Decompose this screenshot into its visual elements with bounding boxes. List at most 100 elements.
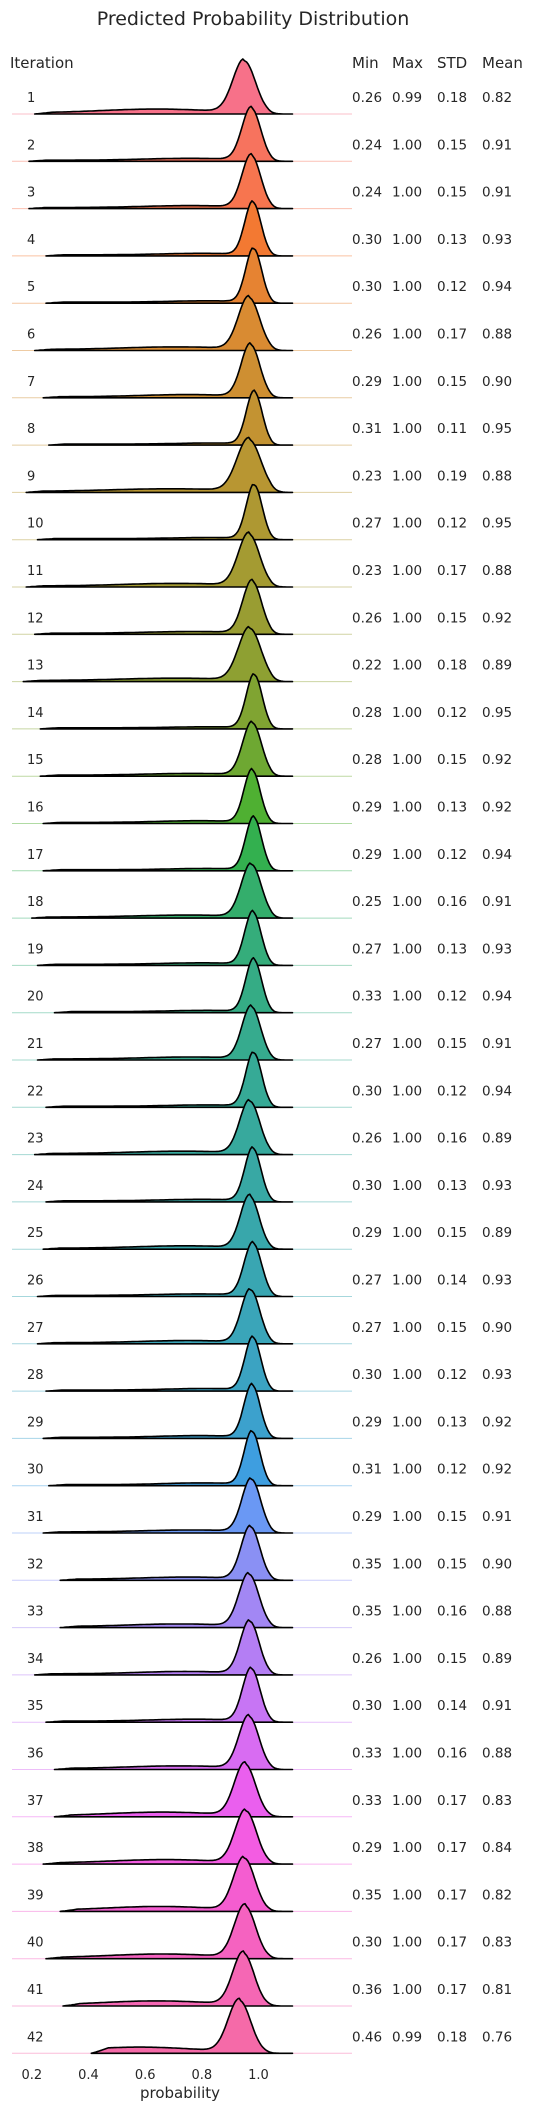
stat-min: 0.23 — [352, 468, 382, 484]
x-axis: 0.2 0.4 0.6 0.8 1.0 — [21, 2068, 268, 2083]
ridge-row: 27 0.27 1.00 0.15 0.90 — [12, 1288, 512, 1345]
stat-std: 0.17 — [437, 327, 467, 343]
stat-mean: 0.91 — [482, 1698, 512, 1714]
stat-mean: 0.92 — [482, 752, 512, 768]
ridge-row: 42 0.46 0.99 0.18 0.76 — [12, 1997, 512, 2055]
stat-std: 0.15 — [437, 374, 467, 390]
ridge-row: 12 0.26 1.00 0.15 0.92 — [12, 578, 512, 636]
stat-mean: 0.90 — [482, 374, 512, 390]
stat-mean: 0.92 — [482, 610, 512, 626]
stat-min: 0.35 — [352, 1556, 382, 1572]
stat-mean: 0.90 — [482, 1556, 512, 1572]
ridge-row: 3 0.24 1.00 0.15 0.91 — [12, 152, 512, 210]
stat-max: 1.00 — [392, 1935, 422, 1951]
stat-max: 1.00 — [392, 279, 422, 295]
ridge-row: 7 0.29 1.00 0.15 0.90 — [12, 342, 512, 399]
stat-max: 1.00 — [392, 1367, 422, 1383]
stat-std: 0.18 — [437, 2029, 467, 2045]
iteration-label: 4 — [27, 233, 35, 248]
stat-min: 0.30 — [352, 1367, 382, 1383]
stat-std: 0.12 — [437, 1367, 467, 1383]
stat-max: 1.00 — [392, 800, 422, 816]
stat-max: 1.00 — [392, 1414, 422, 1430]
ridge-row: 26 0.27 1.00 0.14 0.93 — [12, 1240, 512, 1298]
iteration-label: 31 — [27, 1510, 44, 1525]
ridge-density — [36, 1288, 294, 1345]
stat-mean: 0.93 — [482, 1178, 512, 1194]
ridge-density — [48, 1429, 294, 1487]
iteration-label: 25 — [27, 1226, 44, 1241]
ridge-row: 39 0.35 1.00 0.17 0.82 — [12, 1855, 512, 1913]
stat-std: 0.18 — [437, 90, 467, 106]
stat-min: 0.29 — [352, 1509, 382, 1525]
ridge-row: 28 0.30 1.00 0.12 0.93 — [12, 1335, 512, 1392]
stat-mean: 0.89 — [482, 1131, 512, 1147]
stat-max: 1.00 — [392, 1509, 422, 1525]
stat-mean: 0.91 — [482, 894, 512, 910]
x-tick-label: 1.0 — [248, 2068, 269, 2083]
stat-max: 1.00 — [392, 137, 422, 153]
iteration-label: 23 — [27, 1132, 44, 1147]
header-std: STD — [437, 54, 467, 72]
ridge-density — [36, 1240, 294, 1298]
stat-std: 0.16 — [437, 1746, 467, 1762]
ridge-density — [33, 58, 294, 115]
iteration-label: 22 — [27, 1084, 44, 1099]
ridge-row: 20 0.33 1.00 0.12 0.94 — [12, 956, 512, 1014]
stat-std: 0.17 — [437, 563, 467, 579]
stat-max: 1.00 — [392, 327, 422, 343]
stat-mean: 0.91 — [482, 185, 512, 201]
stat-mean: 0.89 — [482, 658, 512, 674]
stat-std: 0.15 — [437, 1556, 467, 1572]
ridge-row: 31 0.29 1.00 0.15 0.91 — [12, 1477, 512, 1534]
x-tick-label: 0.4 — [78, 2068, 99, 2083]
stat-min: 0.22 — [352, 658, 382, 674]
iteration-label: 38 — [27, 1841, 44, 1856]
ridge-row: 14 0.28 1.00 0.12 0.95 — [12, 673, 512, 730]
stat-min: 0.27 — [352, 516, 382, 532]
stat-min: 0.27 — [352, 941, 382, 957]
stat-mean: 0.94 — [482, 847, 512, 863]
stat-max: 1.00 — [392, 1225, 422, 1241]
stat-mean: 0.95 — [482, 421, 512, 437]
stat-mean: 0.90 — [482, 1320, 512, 1336]
stat-std: 0.19 — [437, 468, 467, 484]
ridge-density — [45, 1335, 294, 1392]
iteration-label: 28 — [27, 1368, 44, 1383]
stat-mean: 0.92 — [482, 1414, 512, 1430]
stat-max: 1.00 — [392, 1746, 422, 1762]
stat-std: 0.13 — [437, 232, 467, 248]
ridge-density — [36, 483, 294, 541]
stat-min: 0.30 — [352, 1935, 382, 1951]
stat-mean: 0.83 — [482, 1793, 512, 1809]
iteration-label: 18 — [27, 895, 44, 910]
chart-title: Predicted Probability Distribution — [97, 8, 410, 30]
stat-min: 0.46 — [352, 2029, 382, 2045]
stat-max: 1.00 — [392, 705, 422, 721]
ridge-density — [53, 956, 294, 1014]
ridge-row: 23 0.26 1.00 0.16 0.89 — [12, 1098, 512, 1156]
stat-mean: 0.76 — [482, 2029, 512, 2045]
x-tick-label: 0.2 — [21, 2068, 42, 2083]
ridge-row: 11 0.23 1.00 0.17 0.88 — [12, 531, 512, 588]
iteration-label: 14 — [27, 706, 44, 721]
stat-mean: 0.88 — [482, 468, 512, 484]
ridge-density — [53, 1761, 294, 1818]
ridge-density — [31, 862, 294, 919]
stat-min: 0.27 — [352, 1273, 382, 1289]
stat-mean: 0.81 — [482, 1982, 512, 1998]
stat-min: 0.29 — [352, 1414, 382, 1430]
stat-std: 0.17 — [437, 1982, 467, 1998]
stat-mean: 0.95 — [482, 705, 512, 721]
stat-mean: 0.95 — [482, 516, 512, 532]
stat-max: 1.00 — [392, 1793, 422, 1809]
iteration-label: 35 — [27, 1699, 44, 1714]
ridge-density — [42, 815, 294, 872]
stat-max: 1.00 — [392, 1840, 422, 1856]
iteration-label: 26 — [27, 1274, 44, 1289]
stat-max: 1.00 — [392, 1083, 422, 1099]
stat-min: 0.24 — [352, 185, 382, 201]
ridge-density — [33, 1619, 294, 1676]
ridge-row: 1 0.26 0.99 0.18 0.82 — [12, 58, 512, 115]
stat-max: 1.00 — [392, 1273, 422, 1289]
